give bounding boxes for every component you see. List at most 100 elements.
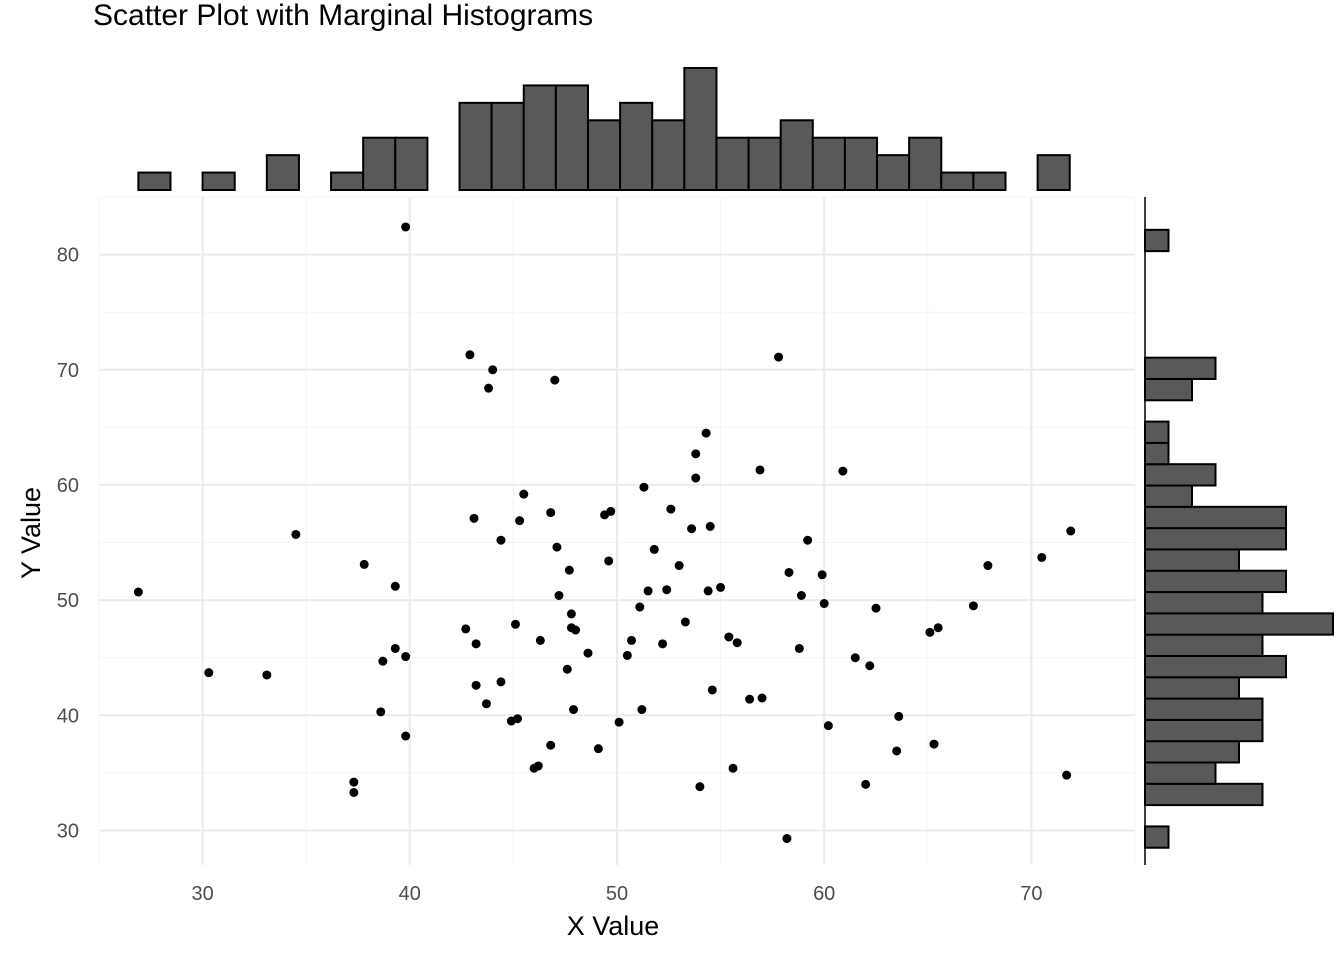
scatter-point — [701, 428, 711, 438]
top-histogram-bar — [715, 136, 750, 191]
scatter-point — [817, 570, 827, 580]
top-histogram-bar — [362, 136, 397, 191]
scatter-point — [796, 590, 806, 600]
scatter-point — [571, 625, 581, 635]
scatter-point — [658, 639, 668, 649]
scatter-point — [401, 222, 411, 232]
top-histogram-bar — [394, 136, 429, 191]
scatter-point — [515, 516, 525, 526]
x-tick-label: 70 — [1020, 883, 1042, 905]
x-tick-label: 30 — [191, 883, 213, 905]
scatter-point — [662, 585, 672, 595]
scatter-point — [983, 561, 993, 571]
scatter-point — [552, 542, 562, 552]
scatter-point — [703, 586, 713, 596]
right-histogram-bar — [1144, 527, 1287, 551]
scatter-point — [691, 473, 701, 483]
scatter-point — [583, 648, 593, 658]
scatter-point — [627, 635, 637, 645]
scatter-point — [649, 544, 659, 554]
y-tick-label: 80 — [57, 245, 79, 267]
scatter-point — [1037, 552, 1047, 562]
top-histogram-bar — [265, 154, 300, 191]
scatter-point — [691, 449, 701, 459]
scatter-point — [262, 670, 272, 680]
scatter-point — [554, 590, 564, 600]
scatter-point — [757, 693, 767, 703]
scatter-point — [850, 653, 860, 663]
scatter-point — [133, 587, 143, 597]
right-histogram-bar — [1144, 548, 1240, 572]
right-histogram-bar — [1144, 356, 1217, 380]
scatter-point — [465, 350, 475, 360]
right-histogram-bar — [1144, 612, 1334, 636]
scatter-point — [535, 635, 545, 645]
top-histogram-bar — [586, 119, 622, 191]
scatter-point — [593, 744, 603, 754]
top-histogram-bar — [651, 119, 686, 191]
grid-major — [99, 197, 1135, 865]
scatter-point — [705, 521, 715, 531]
scatter-point — [838, 466, 848, 476]
right-histogram — [1144, 228, 1334, 849]
scatter-point — [550, 375, 560, 385]
right-histogram-bar — [1144, 761, 1217, 785]
scatter-point — [637, 705, 647, 715]
scatter-point — [732, 638, 742, 648]
top-histogram-bar — [876, 154, 911, 191]
scatter-point — [488, 365, 498, 375]
right-histogram-bar — [1144, 825, 1170, 849]
scatter-point — [695, 782, 705, 792]
top-histogram-bar — [843, 136, 879, 191]
scatter-point — [643, 586, 653, 596]
top-histogram-bar — [522, 84, 557, 191]
scatter-point — [359, 559, 369, 569]
top-histogram-bar — [330, 171, 365, 191]
right-histogram-bar — [1144, 377, 1193, 402]
top-histogram-bar — [137, 171, 172, 191]
scatter-point — [892, 746, 902, 756]
scatter-point — [291, 529, 301, 539]
scatter-point — [401, 731, 411, 741]
top-histogram — [137, 67, 1071, 191]
scatter-point — [510, 619, 520, 629]
x-tick-label: 50 — [606, 883, 628, 905]
top-histogram-bar — [940, 171, 975, 191]
right-histogram-bar — [1144, 463, 1217, 487]
scatter-point — [564, 565, 574, 575]
top-histogram-bar — [779, 119, 814, 191]
x-tick-label: 40 — [399, 883, 421, 905]
scatter-point — [481, 699, 491, 709]
scatter-point — [728, 763, 738, 773]
scatter-point — [606, 506, 616, 516]
right-histogram-bar — [1144, 505, 1287, 530]
scatter-point — [390, 581, 400, 591]
scatter-point — [716, 582, 726, 592]
top-histogram-bar — [811, 136, 846, 191]
top-histogram-bar — [201, 171, 236, 191]
scatter-point — [674, 561, 684, 571]
scatter-point — [687, 524, 697, 534]
scatter-point — [823, 721, 833, 731]
x-tick-labels: 30 40 50 60 70 — [191, 883, 1042, 905]
scatter-point — [349, 787, 359, 797]
scatter-point — [519, 489, 529, 499]
right-histogram-bar — [1144, 420, 1170, 444]
top-histogram-bar — [458, 101, 493, 191]
scatter-point — [865, 661, 875, 671]
scatter-point — [566, 609, 576, 619]
y-tick-label: 60 — [57, 475, 79, 497]
scatter-point — [680, 617, 690, 627]
y-tick-label: 70 — [57, 360, 79, 382]
right-histogram-bar — [1144, 782, 1264, 807]
scatter-point — [461, 624, 471, 634]
scatter-point — [794, 643, 804, 653]
scatter-point — [622, 650, 632, 660]
right-histogram-bar — [1144, 569, 1287, 594]
scatter-point — [546, 740, 556, 750]
scatter-point — [349, 777, 359, 787]
scatter-point — [376, 707, 386, 717]
scatter-point — [604, 556, 614, 566]
scatter-point — [724, 632, 734, 642]
top-histogram-bar — [972, 171, 1007, 191]
